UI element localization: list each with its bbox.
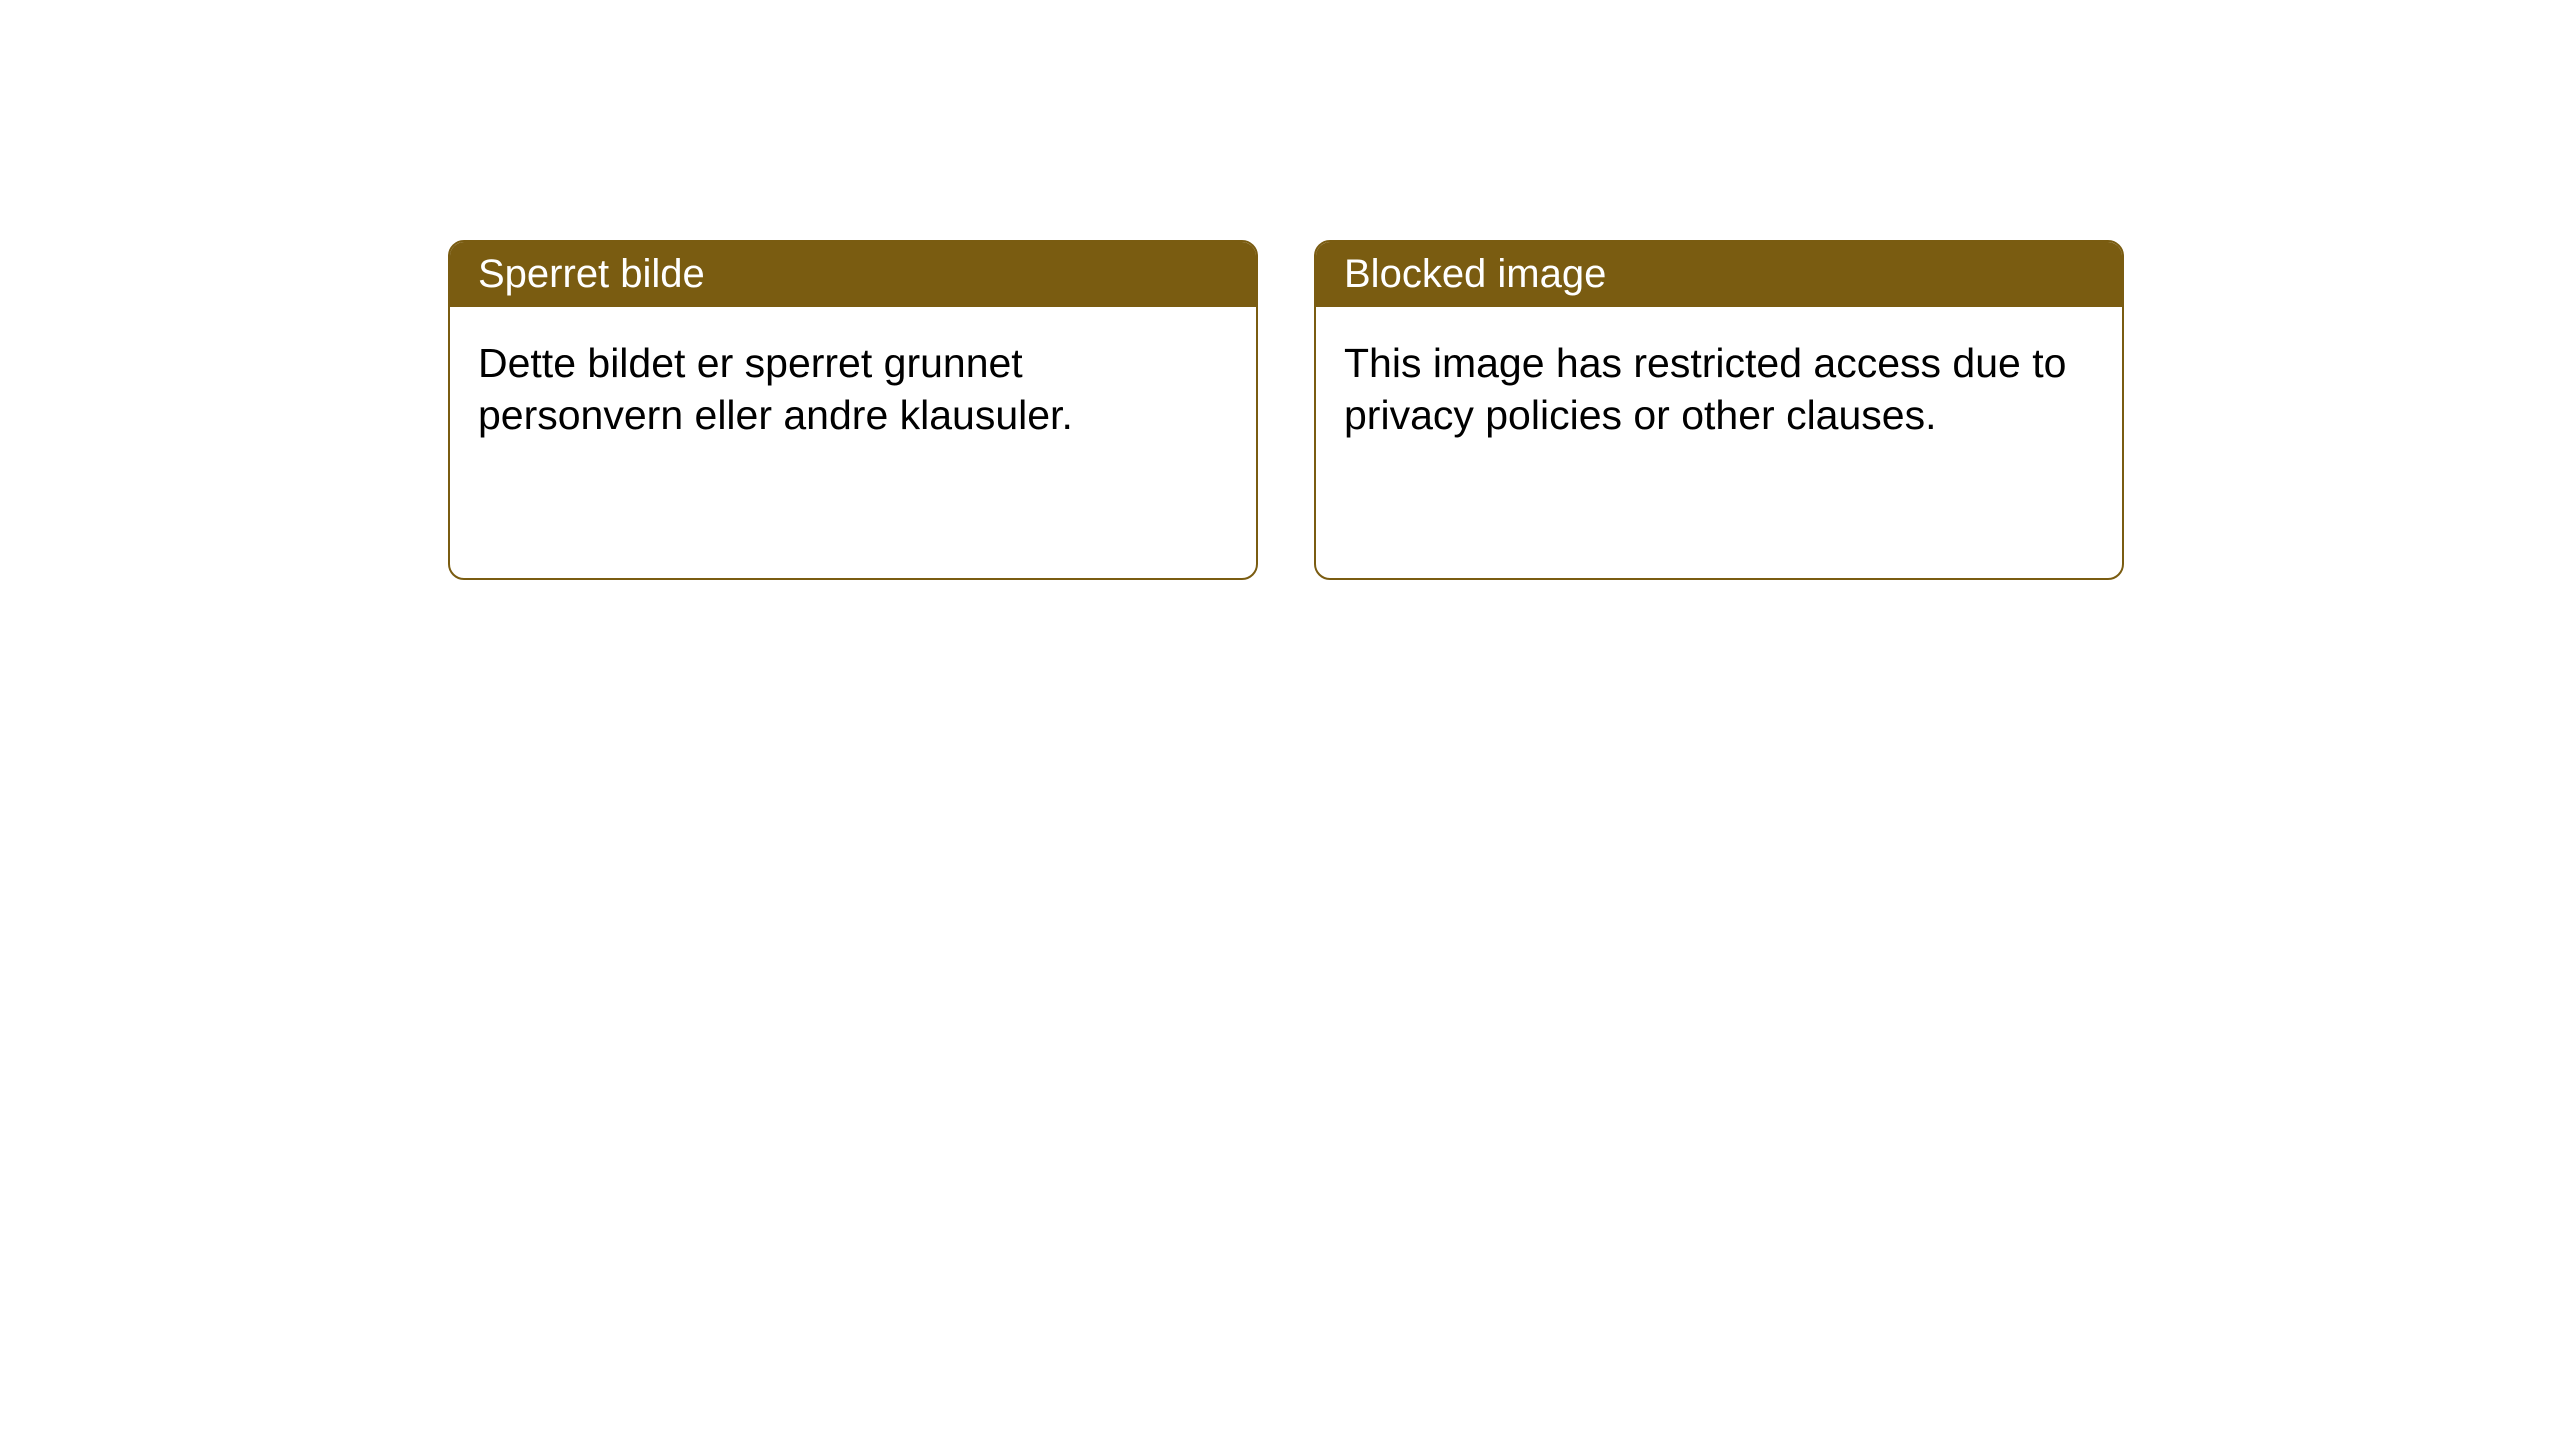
notice-card-norwegian: Sperret bilde Dette bildet er sperret gr… [448, 240, 1258, 580]
notice-card-english: Blocked image This image has restricted … [1314, 240, 2124, 580]
notice-card-title: Sperret bilde [450, 242, 1256, 307]
notice-card-container: Sperret bilde Dette bildet er sperret gr… [448, 240, 2124, 580]
notice-card-title: Blocked image [1316, 242, 2122, 307]
notice-card-body: This image has restricted access due to … [1316, 307, 2122, 472]
notice-card-body: Dette bildet er sperret grunnet personve… [450, 307, 1256, 472]
